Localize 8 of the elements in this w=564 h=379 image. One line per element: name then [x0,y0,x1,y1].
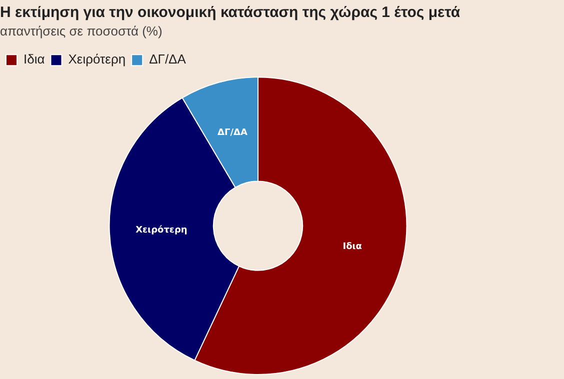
chart-subtitle: απαντήσεις σε ποσοστά (%) [0,23,162,38]
legend-label: Ιδια [24,52,46,67]
legend-label: Χειρότερη [68,52,126,67]
slice-label: Χειρότερη [136,224,188,236]
slice-label: ΔΓ/ΔΑ [218,128,248,138]
chart-title: Η εκτίμηση για την οικονομική κατάσταση της χώρας 1 έτος μετά [0,4,461,22]
slice-label: Ιδια [342,242,362,252]
legend-label: ΔΓ/ΔΑ [149,52,186,67]
